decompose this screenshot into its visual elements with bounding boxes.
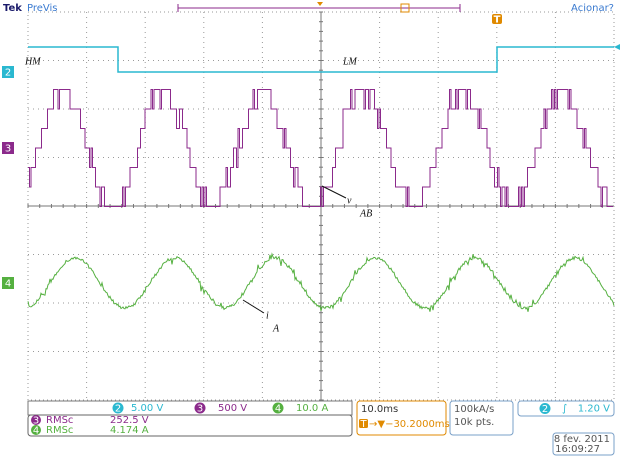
brand: Tek [3, 3, 22, 14]
sample-rate: 100kA/s [454, 404, 494, 415]
measurement-label: RMSc [46, 425, 73, 436]
annotation-pointer [243, 300, 264, 313]
channel-id: 4 [5, 279, 11, 290]
channel-scale: 10.0 A [296, 403, 328, 414]
channel-id: 4 [275, 404, 281, 415]
channel-scale: 5.00 V [131, 403, 163, 414]
channel-scale: 500 V [218, 403, 247, 414]
mode-label: HM [24, 56, 41, 67]
time: 16:09:27 [555, 444, 600, 455]
voltage-symbol: v [347, 195, 352, 206]
channel-id: 2 [115, 404, 121, 415]
measurement-channel: 4 [33, 426, 39, 437]
position-marker: T [359, 419, 367, 430]
current-symbol: i [266, 310, 269, 321]
oscilloscope-screen: Tek PreVis Acionar? T 2 3 4 HM LM v AB i… [0, 0, 623, 457]
trigger-channel: 2 [542, 404, 548, 415]
trigger-status: Acionar? [571, 3, 614, 14]
page: {"header": {"brand": "Tek", "mode": "Pre… [0, 0, 623, 457]
current-subscript: A [272, 323, 280, 334]
mode: PreVis [27, 3, 58, 14]
trigger-marker: T [494, 15, 501, 26]
measurement-value: 4.174 A [110, 425, 149, 436]
timebase-position: →▼−30.2000ms [369, 419, 450, 430]
record-length: 10k pts. [454, 417, 494, 428]
trigger-level-marker [614, 44, 620, 50]
voltage-subscript: AB [359, 208, 372, 219]
measurement-box [28, 415, 352, 436]
channel-id: 3 [5, 144, 11, 155]
mode-label: LM [342, 56, 358, 67]
position-marker [317, 2, 323, 6]
trigger-level: 1.20 V [578, 404, 610, 415]
annotation-pointer [322, 186, 346, 198]
channel-id: 2 [5, 68, 11, 79]
timebase-scale: 10.0ms [361, 404, 398, 415]
channel-id: 3 [197, 404, 203, 415]
trigger-slope: ∫ [562, 404, 567, 415]
